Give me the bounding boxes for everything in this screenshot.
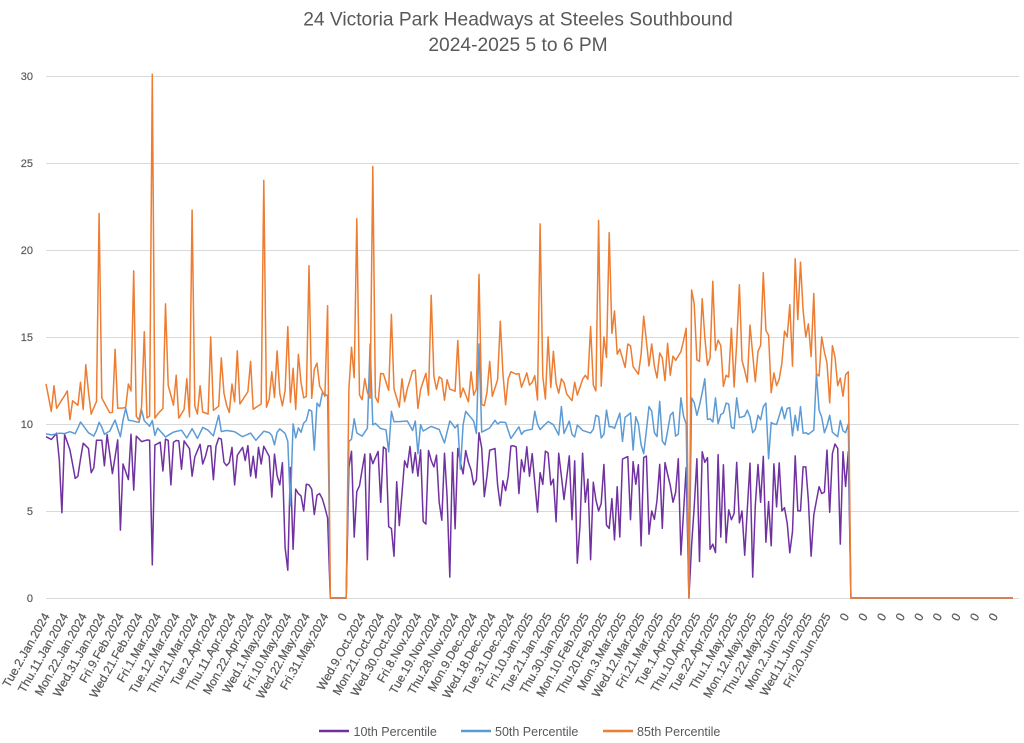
svg-text:25: 25 bbox=[21, 158, 33, 170]
svg-text:20: 20 bbox=[21, 245, 33, 257]
svg-text:10th Percentile: 10th Percentile bbox=[354, 725, 437, 739]
svg-text:85th Percentile: 85th Percentile bbox=[637, 725, 720, 739]
svg-text:10: 10 bbox=[21, 419, 33, 431]
svg-text:2024-2025 5 to 6 PM: 2024-2025 5 to 6 PM bbox=[428, 35, 607, 56]
svg-text:30: 30 bbox=[21, 71, 33, 83]
svg-text:15: 15 bbox=[21, 332, 33, 344]
svg-text:50th Percentile: 50th Percentile bbox=[495, 725, 578, 739]
svg-text:5: 5 bbox=[27, 506, 33, 518]
svg-text:24 Victoria Park Headways at S: 24 Victoria Park Headways at Steeles Sou… bbox=[303, 10, 733, 31]
svg-text:0: 0 bbox=[27, 593, 33, 605]
